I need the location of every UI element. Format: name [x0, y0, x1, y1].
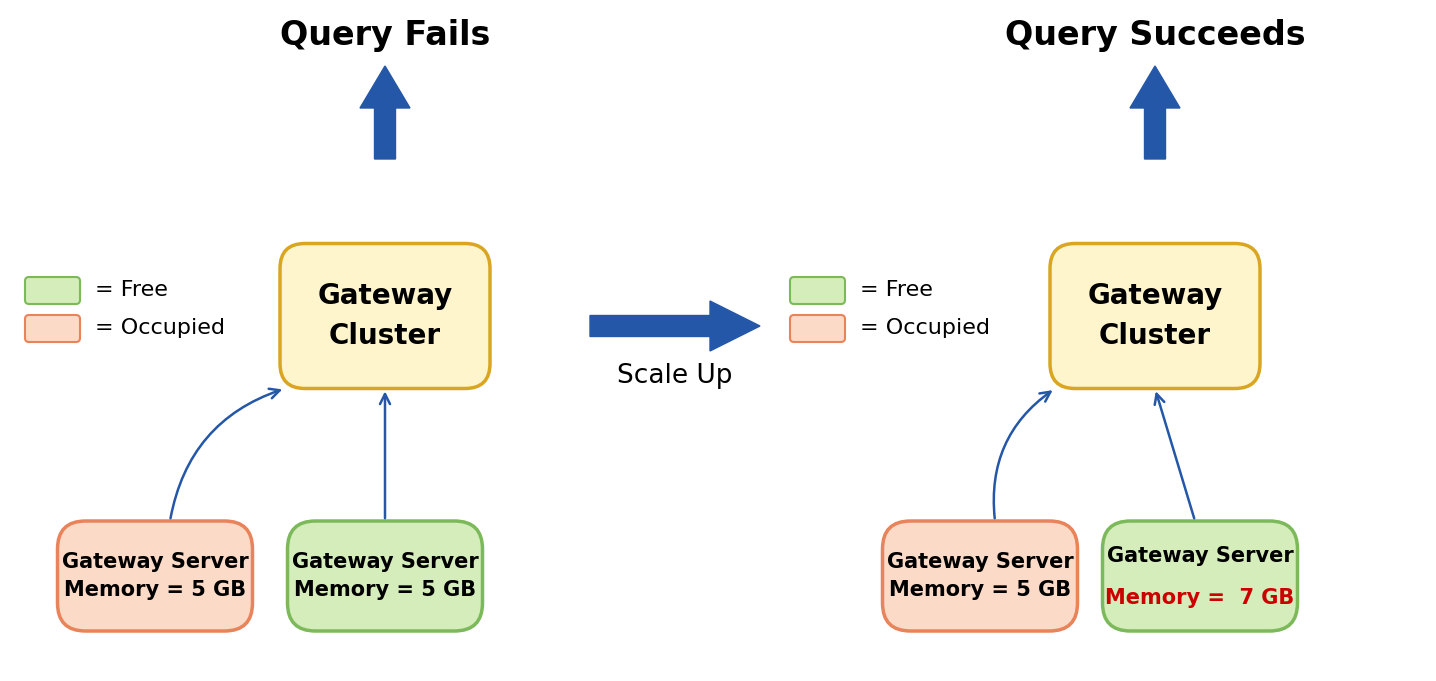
Text: Scale Up: Scale Up: [617, 363, 732, 389]
FancyBboxPatch shape: [57, 521, 253, 631]
Text: Memory =  7 GB: Memory = 7 GB: [1106, 588, 1295, 608]
Text: Query Succeeds: Query Succeeds: [1005, 20, 1305, 52]
Text: Gateway
Cluster: Gateway Cluster: [1087, 283, 1222, 349]
Text: Gateway Server
Memory = 5 GB: Gateway Server Memory = 5 GB: [292, 552, 478, 600]
FancyBboxPatch shape: [24, 277, 80, 304]
Text: Gateway Server: Gateway Server: [1107, 546, 1294, 566]
Text: Gateway Server
Memory = 5 GB: Gateway Server Memory = 5 GB: [62, 552, 248, 600]
Text: Gateway
Cluster: Gateway Cluster: [317, 283, 452, 349]
FancyBboxPatch shape: [1050, 244, 1259, 388]
Polygon shape: [360, 66, 411, 159]
FancyBboxPatch shape: [287, 521, 482, 631]
FancyBboxPatch shape: [280, 244, 490, 388]
FancyBboxPatch shape: [24, 315, 80, 342]
Text: = Free: = Free: [95, 280, 168, 300]
FancyBboxPatch shape: [1103, 521, 1298, 631]
FancyBboxPatch shape: [790, 277, 844, 304]
Polygon shape: [1130, 66, 1180, 159]
Text: = Occupied: = Occupied: [95, 318, 225, 338]
Text: = Occupied: = Occupied: [860, 318, 989, 338]
Text: Gateway Server
Memory = 5 GB: Gateway Server Memory = 5 GB: [886, 552, 1073, 600]
Polygon shape: [590, 301, 760, 351]
FancyBboxPatch shape: [883, 521, 1077, 631]
Text: = Free: = Free: [860, 280, 933, 300]
Text: Query Fails: Query Fails: [280, 20, 490, 52]
FancyBboxPatch shape: [790, 315, 844, 342]
